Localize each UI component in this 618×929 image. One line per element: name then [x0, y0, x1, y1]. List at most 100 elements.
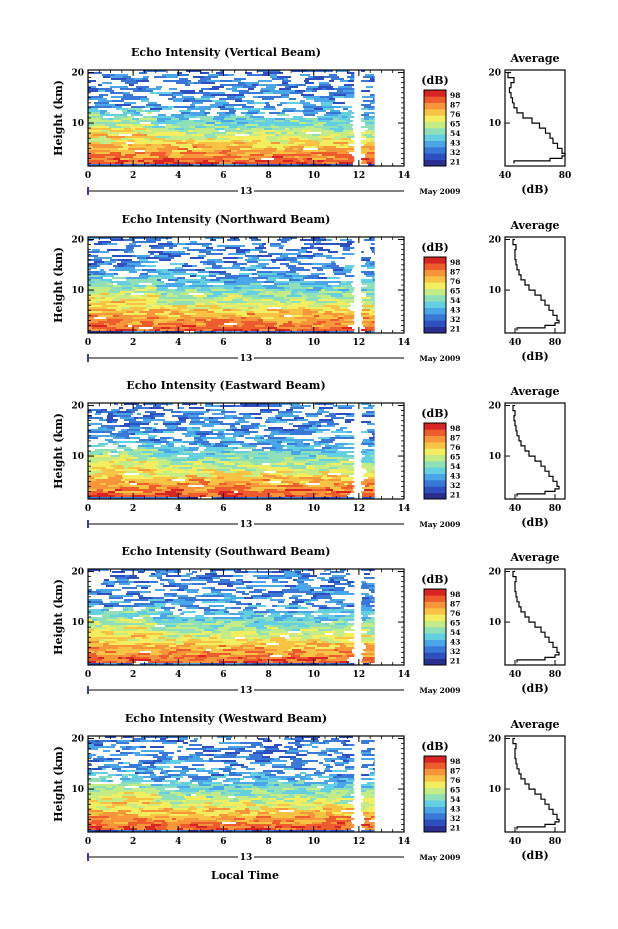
heatmap-cell	[278, 291, 291, 293]
colorbar-tick-label: 32	[450, 481, 460, 490]
heatmap-cell	[134, 581, 149, 583]
heatmap-cell	[343, 108, 348, 110]
heatmap-cell	[128, 148, 137, 150]
heatmap-cell	[99, 603, 105, 605]
heatmap-cell	[369, 313, 375, 315]
heatmap-cell	[297, 633, 303, 635]
heatmap-cell	[88, 491, 103, 493]
heatmap-cell	[193, 154, 204, 156]
heatmap-cell	[306, 98, 314, 100]
heatmap-cell	[198, 142, 206, 144]
heatmap-cell	[88, 263, 97, 265]
heatmap-cell	[192, 144, 205, 146]
heatmap-cell	[200, 645, 204, 647]
heatmap-cell	[112, 421, 117, 423]
heatmap-cell	[126, 156, 133, 158]
heatmap-cell	[148, 639, 153, 641]
heatmap-cell	[281, 132, 287, 134]
heatmap-cell	[199, 577, 212, 579]
heatmap-cell	[308, 461, 319, 463]
heatmap-cell	[334, 483, 339, 485]
heatmap-cell	[167, 429, 176, 431]
heatmap-cell	[270, 639, 276, 641]
heatmap-cell	[132, 134, 147, 136]
heatmap-cell	[173, 655, 182, 657]
heatmap-cell	[168, 621, 175, 623]
heatmap-cell	[338, 124, 346, 126]
heatmap-cell	[292, 485, 303, 487]
heatmap-cell	[144, 315, 158, 317]
heatmap-cell	[264, 489, 277, 491]
heatmap-cell	[198, 627, 213, 629]
heatmap-cell	[172, 653, 186, 655]
heatmap-cell	[88, 455, 101, 457]
heatmap-cell	[139, 615, 150, 617]
heatmap-cell	[170, 136, 181, 138]
heatmap-cell	[163, 455, 171, 457]
heatmap-cell	[372, 162, 375, 164]
heatmap-cell	[329, 607, 340, 609]
heatmap-cell	[182, 433, 196, 435]
heatmap-cell	[282, 589, 286, 591]
heatmap-cell	[174, 641, 183, 643]
heatmap-cell	[212, 86, 224, 88]
heatmap-cell	[258, 453, 262, 455]
heatmap-cell	[198, 80, 207, 82]
heatmap-cell	[233, 263, 247, 265]
heatmap-cell	[151, 627, 166, 629]
heatmap-cell	[364, 239, 375, 241]
heatmap-cell	[328, 617, 336, 619]
heatmap-cell	[165, 130, 169, 132]
heatmap-cell	[116, 635, 131, 637]
heatmap-cell	[193, 659, 204, 661]
heatmap-cell	[272, 571, 284, 573]
heatmap-cell	[341, 154, 352, 156]
heatmap-cell	[102, 295, 111, 297]
heatmap-cell	[242, 315, 249, 317]
heatmap-cell	[254, 611, 269, 613]
heatmap-cell	[282, 96, 289, 98]
heatmap-cell	[107, 283, 113, 285]
heatmap-cell	[200, 110, 205, 112]
heatmap-cell	[210, 409, 225, 411]
heatmap-cell	[326, 285, 331, 287]
heatmap-cell	[124, 162, 133, 164]
heatmap-cell	[125, 136, 137, 138]
heatmap-cell	[228, 295, 242, 297]
heatmap-cell	[111, 457, 119, 459]
heatmap-cell	[251, 138, 256, 140]
heatmap-cell	[263, 285, 277, 287]
heatmap-cell	[151, 573, 155, 575]
heatmap-cell	[107, 325, 111, 327]
heatmap-cell	[93, 611, 97, 613]
heatmap-cell	[175, 281, 187, 283]
heatmap-cell	[328, 479, 341, 481]
heatmap-cell	[151, 247, 164, 249]
heatmap-cell	[210, 317, 217, 319]
heatmap-cell	[302, 295, 306, 297]
heatmap-cell	[284, 613, 295, 615]
heatmap-cell	[148, 319, 154, 321]
heatmap-cell	[185, 112, 190, 114]
heatmap-cell	[227, 483, 236, 485]
heatmap-cell	[332, 477, 341, 479]
heatmap-cell	[245, 319, 258, 321]
heatmap-cell	[327, 243, 331, 245]
heatmap-cell	[320, 585, 335, 587]
heatmap-cell	[104, 657, 118, 659]
y-axis-label: Height (km)	[52, 247, 65, 323]
heatmap-cell	[299, 483, 306, 485]
heatmap-cell	[209, 273, 219, 275]
heatmap-cell	[111, 78, 126, 80]
heatmap-cell	[138, 146, 148, 148]
heatmap-cell	[122, 483, 130, 485]
heatmap-cell	[341, 479, 353, 481]
heatmap-cell	[231, 104, 246, 106]
heatmap-cell	[296, 585, 307, 587]
heatmap-cell	[261, 643, 266, 645]
heatmap-cell	[160, 307, 165, 309]
heatmap-cell	[212, 497, 217, 499]
heatmap-cell	[231, 150, 237, 152]
heatmap-cell	[124, 623, 137, 625]
